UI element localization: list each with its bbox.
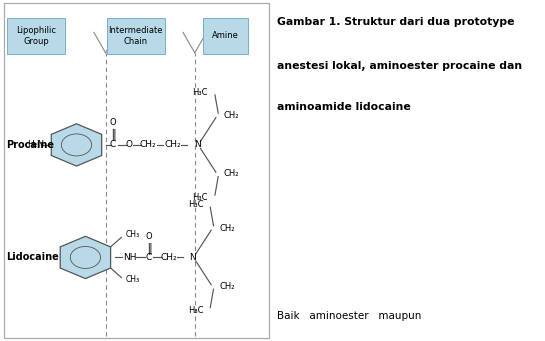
Text: Baik   aminoester   maupun: Baik aminoester maupun: [277, 311, 421, 321]
Text: aminoamide lidocaine: aminoamide lidocaine: [277, 102, 410, 112]
FancyBboxPatch shape: [106, 18, 165, 54]
Text: H₃C: H₃C: [187, 306, 203, 315]
Text: CH₃: CH₃: [126, 276, 140, 284]
Text: CH₂: CH₂: [140, 140, 156, 149]
Text: C: C: [110, 140, 116, 149]
Text: CH₃: CH₃: [126, 231, 140, 239]
Text: O: O: [146, 233, 152, 241]
Text: C: C: [146, 253, 152, 262]
Text: O: O: [110, 118, 117, 127]
Text: anestesi lokal, aminoester procaine dan: anestesi lokal, aminoester procaine dan: [277, 61, 526, 71]
Text: CH₂: CH₂: [224, 112, 239, 120]
Polygon shape: [60, 236, 111, 279]
FancyBboxPatch shape: [4, 3, 269, 338]
Text: H₂N: H₂N: [27, 140, 44, 149]
Text: CH₂: CH₂: [224, 169, 239, 178]
Text: ║: ║: [146, 242, 152, 254]
FancyBboxPatch shape: [203, 18, 248, 54]
Text: Lipophilic
Group: Lipophilic Group: [16, 26, 56, 45]
Text: CH₂: CH₂: [161, 253, 177, 262]
Text: Lidocaine: Lidocaine: [6, 252, 59, 263]
Text: N: N: [193, 140, 201, 149]
Text: H₃C: H₃C: [192, 193, 208, 202]
Text: Intermediate
Chain: Intermediate Chain: [108, 26, 163, 45]
Text: H₃C: H₃C: [187, 200, 203, 209]
Text: CH₂: CH₂: [165, 140, 181, 149]
Text: ║: ║: [110, 128, 116, 139]
Text: H₃C: H₃C: [192, 88, 208, 97]
Text: Procaine: Procaine: [6, 140, 54, 150]
Text: CH₂: CH₂: [219, 224, 235, 233]
Text: Amine: Amine: [212, 31, 239, 40]
Text: NH: NH: [123, 253, 137, 262]
Text: O: O: [125, 140, 132, 149]
Text: CH₂: CH₂: [219, 282, 235, 291]
Text: Gambar 1. Struktur dari dua prototype: Gambar 1. Struktur dari dua prototype: [277, 17, 518, 27]
Polygon shape: [51, 124, 102, 166]
Text: N: N: [189, 253, 196, 262]
FancyBboxPatch shape: [7, 18, 65, 54]
